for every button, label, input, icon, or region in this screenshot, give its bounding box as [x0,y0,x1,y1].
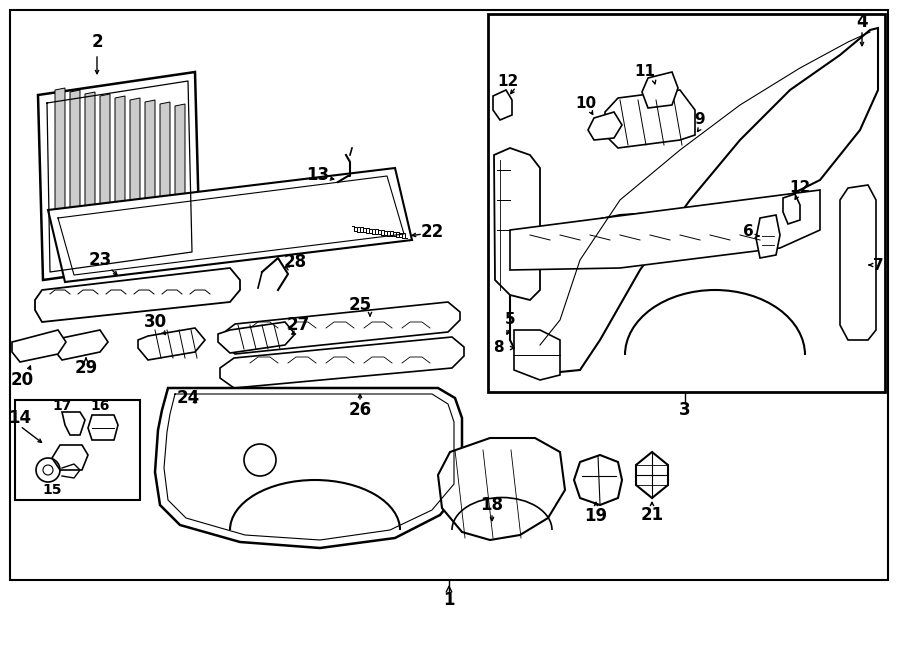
Text: 20: 20 [11,371,33,389]
Text: 19: 19 [584,507,608,525]
Polygon shape [12,330,66,362]
Polygon shape [218,322,295,353]
Polygon shape [840,185,876,340]
Text: 22: 22 [420,223,444,241]
Polygon shape [130,98,140,240]
Polygon shape [70,90,80,232]
Text: 14: 14 [8,409,32,427]
Polygon shape [145,100,155,242]
Text: 15: 15 [42,483,62,497]
Polygon shape [783,194,800,224]
Polygon shape [574,455,622,505]
Polygon shape [160,102,170,244]
Text: 29: 29 [75,359,97,377]
Polygon shape [510,190,820,270]
Text: 6: 6 [742,225,753,239]
Text: 24: 24 [176,389,200,407]
Polygon shape [756,215,780,258]
Polygon shape [100,94,110,236]
Text: 23: 23 [88,251,112,269]
Polygon shape [510,28,878,372]
Text: 26: 26 [348,401,372,419]
Text: 1: 1 [443,591,454,609]
Text: 8: 8 [492,340,503,356]
Polygon shape [222,302,460,354]
Polygon shape [588,112,622,140]
Circle shape [244,444,276,476]
Polygon shape [636,452,668,498]
Polygon shape [115,96,125,238]
Polygon shape [55,88,65,230]
Text: 16: 16 [90,399,110,413]
Text: 4: 4 [856,13,868,31]
Polygon shape [220,337,464,388]
Text: 27: 27 [286,316,310,334]
Text: 2: 2 [91,33,103,51]
Text: 25: 25 [348,296,372,314]
Text: 30: 30 [143,313,166,331]
Polygon shape [493,90,512,120]
Polygon shape [38,72,200,280]
Text: 21: 21 [641,506,663,524]
Text: 13: 13 [306,166,329,184]
Polygon shape [62,412,85,435]
Polygon shape [52,445,88,470]
Polygon shape [155,388,462,548]
Polygon shape [438,438,565,540]
Text: 3: 3 [680,401,691,419]
Polygon shape [514,330,560,380]
Text: 9: 9 [695,112,706,128]
Polygon shape [605,90,695,148]
Polygon shape [642,72,678,108]
Text: 28: 28 [284,253,307,271]
Polygon shape [175,104,185,246]
Polygon shape [494,148,540,300]
Polygon shape [54,330,108,360]
Text: 12: 12 [789,180,811,196]
Text: 10: 10 [575,95,597,110]
Text: 12: 12 [498,75,518,89]
Polygon shape [48,168,412,282]
Polygon shape [85,92,95,234]
Text: 7: 7 [873,258,883,272]
Text: 11: 11 [634,65,655,79]
Polygon shape [88,415,118,440]
Text: 18: 18 [481,496,503,514]
Polygon shape [35,268,240,322]
Text: 5: 5 [505,313,516,327]
Polygon shape [138,328,205,360]
Text: 17: 17 [52,399,72,413]
